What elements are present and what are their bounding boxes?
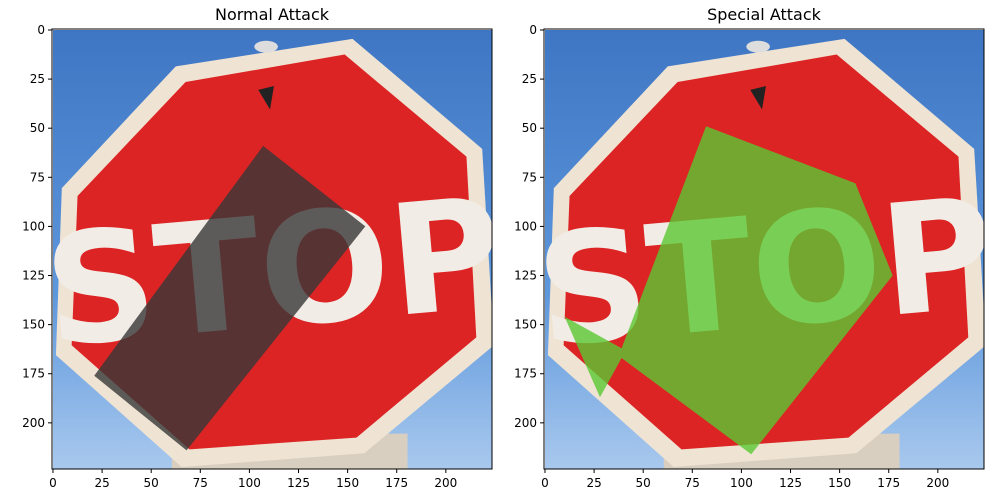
x-tick-label: 175 xyxy=(877,476,900,490)
y-tick-label: 75 xyxy=(30,170,45,184)
x-tick-label: 50 xyxy=(636,476,651,490)
y-tick-label: 150 xyxy=(514,318,537,332)
axes-frame xyxy=(543,28,985,470)
x-tick-label: 125 xyxy=(779,476,802,490)
y-tick-label: 150 xyxy=(22,318,45,332)
y-tick-label: 125 xyxy=(514,269,537,283)
image xyxy=(38,30,509,471)
y-tick-label: 75 xyxy=(522,170,537,184)
y-tick-label: 0 xyxy=(529,23,537,37)
x-tick-label: 100 xyxy=(730,476,753,490)
axes-title: Special Attack xyxy=(707,5,822,24)
axes-title: Normal Attack xyxy=(215,5,330,24)
y-tick-label: 50 xyxy=(522,121,537,135)
y-tick-label: 200 xyxy=(22,416,45,430)
x-tick-label: 75 xyxy=(193,476,208,490)
x-tick-label: 125 xyxy=(287,476,310,490)
x-tick-label: 150 xyxy=(336,476,359,490)
x-tick-label: 175 xyxy=(385,476,408,490)
y-tick-label: 25 xyxy=(522,72,537,86)
x-tick-label: 25 xyxy=(94,476,109,490)
axes-frame xyxy=(51,28,493,470)
x-tick-label: 50 xyxy=(144,476,159,490)
y-tick-label: 200 xyxy=(514,416,537,430)
x-tick-label: 0 xyxy=(49,476,57,490)
y-tick-label: 100 xyxy=(514,219,537,233)
y-tick-label: 0 xyxy=(37,23,45,37)
x-tick-label: 200 xyxy=(434,476,457,490)
y-tick-label: 50 xyxy=(30,121,45,135)
y-tick-label: 175 xyxy=(22,367,45,381)
x-tick-label: 75 xyxy=(685,476,700,490)
image xyxy=(530,30,1000,471)
x-tick-label: 100 xyxy=(238,476,261,490)
y-tick-label: 125 xyxy=(22,269,45,283)
x-tick-label: 150 xyxy=(828,476,851,490)
y-tick-label: 100 xyxy=(22,219,45,233)
x-tick-label: 25 xyxy=(586,476,601,490)
x-tick-label: 200 xyxy=(926,476,949,490)
x-tick-label: 0 xyxy=(541,476,549,490)
y-tick-label: 175 xyxy=(514,367,537,381)
y-tick-label: 25 xyxy=(30,72,45,86)
